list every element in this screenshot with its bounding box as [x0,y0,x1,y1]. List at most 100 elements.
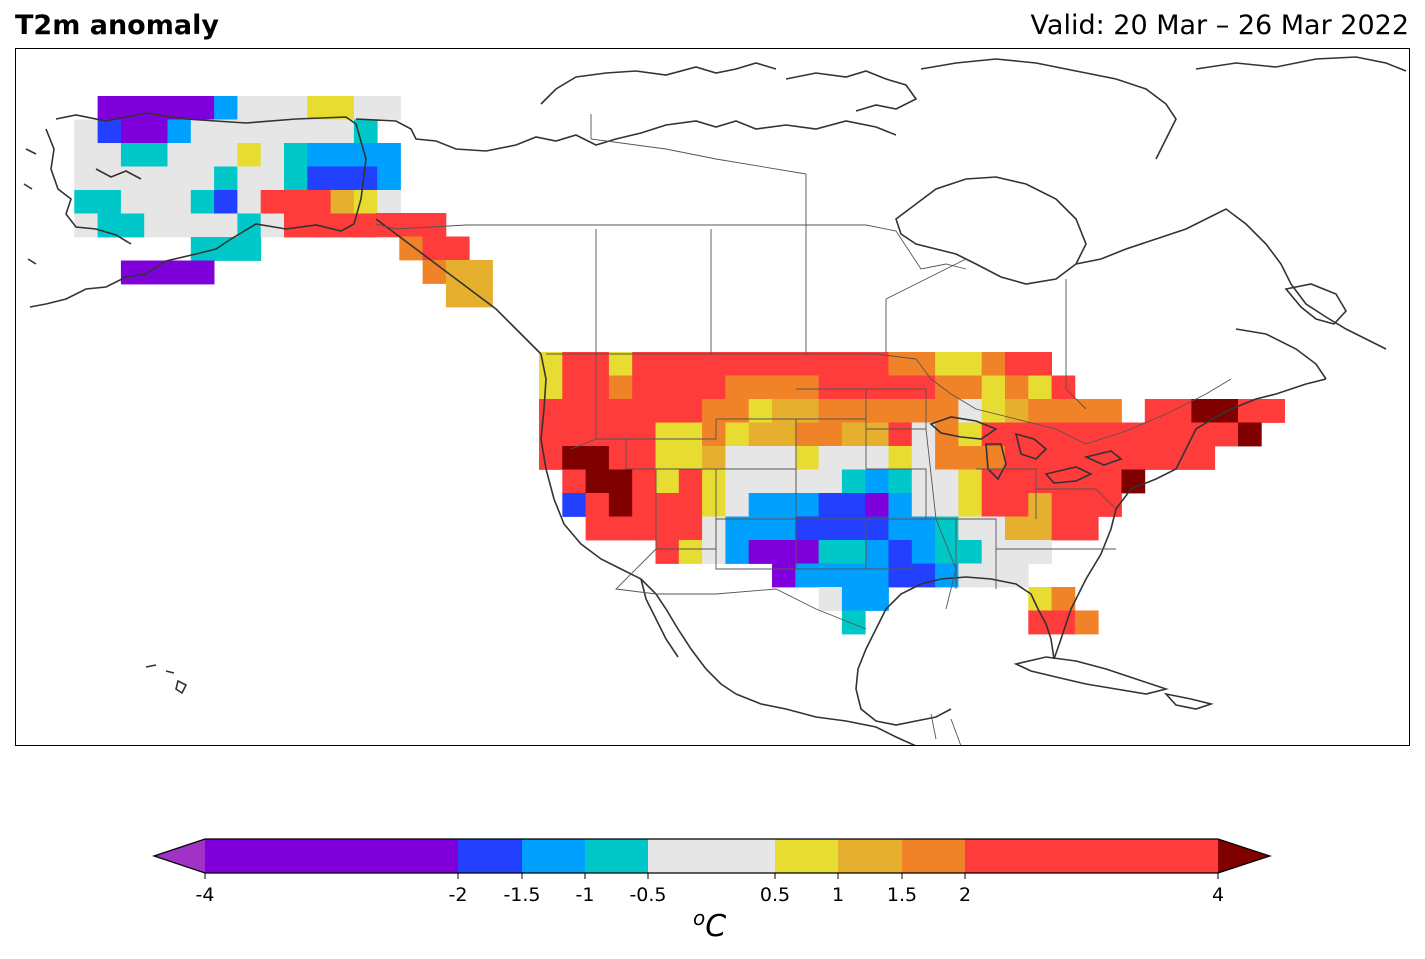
anomaly-cell [1051,399,1076,423]
colorbar-tick-label: 2 [959,884,971,906]
anomaly-cell [353,166,378,191]
anomaly-cell [1005,399,1029,423]
anomaly-cell [539,375,563,400]
anomaly-cell [562,446,586,470]
anomaly-cell [795,563,819,588]
anomaly-cell [144,213,168,238]
anomaly-cell [260,213,285,238]
anomaly-cell [1074,516,1099,541]
anomaly-cell [935,375,959,400]
anomaly-cell [585,422,610,447]
anomaly-cell [772,352,796,376]
anomaly-cell [1074,493,1099,517]
anomaly-cell [888,375,913,400]
anomaly-cell [1051,610,1076,635]
anomaly-cell [399,236,423,261]
anomaly-cell [167,119,192,144]
anomaly-cell [981,422,1006,447]
anomaly-cell [702,469,726,494]
anomaly-cell [1005,446,1029,470]
colorbar-bin [205,839,458,873]
anomaly-cell [655,399,680,423]
anomaly-cell [608,375,633,400]
anomaly-cell [377,143,401,167]
anomaly-cell [377,190,401,214]
anomaly-cell [608,469,633,494]
anomaly-cell [748,399,773,423]
anomaly-cell [144,119,168,144]
colorbar-tick-label: -4 [196,884,215,906]
anomaly-cell [284,166,308,191]
anomaly-cell [167,260,192,285]
colorbar-over-arrow [1218,839,1270,873]
anomaly-cell [1144,422,1169,447]
anomaly-cell [353,143,378,167]
anomaly-cell [935,516,959,541]
anomaly-cell [1238,399,1262,423]
anomaly-cell [260,96,285,120]
anomaly-cell [539,422,563,447]
anomaly-cell [1005,540,1029,564]
anomaly-cell [958,516,983,541]
anomaly-cell [841,375,866,400]
anomaly-cell [748,446,773,470]
anomaly-cell [841,493,866,517]
anomaly-cell [1238,422,1262,447]
anomaly-cell [237,237,262,261]
anomaly-cell [1121,446,1146,470]
anomaly-cell [74,143,98,167]
anomaly-cell [422,213,447,237]
anomaly-cell [772,446,796,470]
anomaly-cell [841,587,866,611]
anomaly-cell [1005,516,1029,541]
anomaly-cell [562,469,586,494]
anomaly-cell [330,213,355,238]
anomaly-cell [632,493,656,517]
anomaly-cell [144,260,168,285]
anomaly-cell [958,446,983,470]
anomaly-cell [795,422,819,447]
map-panel [15,48,1410,746]
anomaly-cell [237,190,262,214]
colorbar-bin [522,839,585,873]
anomaly-cell [1051,446,1076,470]
anomaly-cell [678,493,703,517]
anomaly-cell [818,422,843,447]
anomaly-cell [841,446,866,470]
anomaly-cell [1028,399,1052,423]
anomaly-cell [97,96,122,120]
anomaly-cell [97,190,122,214]
anomaly-cell [307,143,331,167]
anomaly-cell [748,375,773,400]
anomaly-cell [865,469,889,494]
anomaly-cell [307,119,331,144]
anomaly-cell [1028,493,1052,517]
anomaly-cell [353,96,378,120]
anomaly-cell [772,422,796,447]
anomaly-cell [353,190,378,214]
anomaly-cell [632,352,656,376]
anomaly-cell [911,469,936,494]
anomaly-cell [214,213,238,238]
anomaly-cell [865,540,889,564]
anomaly-cell [865,587,889,611]
anomaly-cell [1191,399,1216,423]
anomaly-cell [190,143,215,167]
anomaly-cell [772,375,796,400]
anomaly-cell [562,375,586,400]
anomaly-cell [772,469,796,494]
anomaly-cell [702,493,726,517]
anomaly-cell [958,422,983,447]
anomaly-cell [888,493,913,517]
anomaly-cell [1261,399,1285,423]
anomaly-cell [958,540,983,564]
anomaly-cell [841,352,866,376]
anomaly-cell [795,516,819,541]
political-borders [375,114,1232,745]
anomaly-cell [632,422,656,447]
anomaly-cell [585,375,610,400]
anomaly-cell [1051,516,1076,541]
anomaly-cell [841,422,866,447]
anomaly-cell [608,493,633,517]
anomaly-cell [562,399,586,423]
